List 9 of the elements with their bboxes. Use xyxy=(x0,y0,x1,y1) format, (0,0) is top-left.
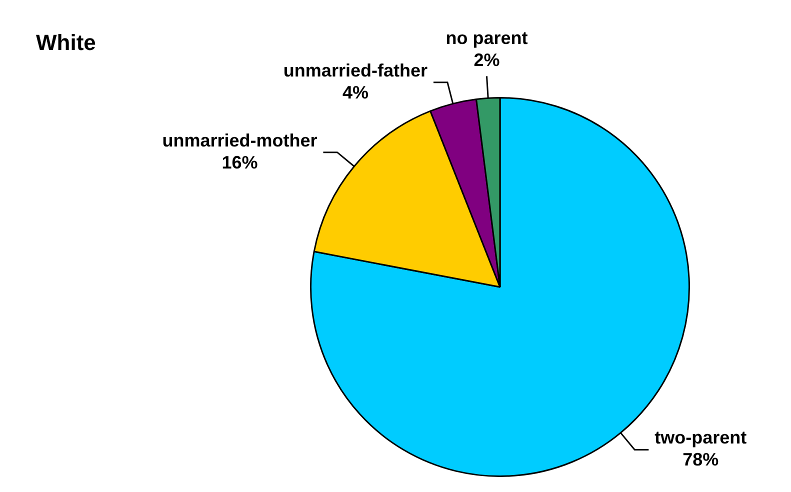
slice-label: unmarried-mother xyxy=(162,130,318,150)
slice-label: unmarried-father xyxy=(283,60,428,80)
data-label: 78% xyxy=(682,450,719,470)
slice-label: no parent xyxy=(446,28,528,48)
chart-title: White xyxy=(36,30,96,56)
data-label: 2% xyxy=(474,50,500,70)
data-label: 16% xyxy=(222,152,258,172)
data-label: 4% xyxy=(342,82,368,102)
slice-label: two-parent xyxy=(654,428,747,448)
